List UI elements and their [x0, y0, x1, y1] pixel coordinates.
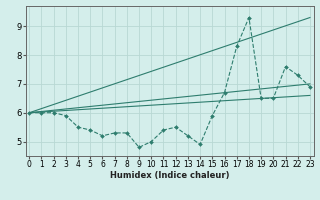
X-axis label: Humidex (Indice chaleur): Humidex (Indice chaleur): [110, 171, 229, 180]
